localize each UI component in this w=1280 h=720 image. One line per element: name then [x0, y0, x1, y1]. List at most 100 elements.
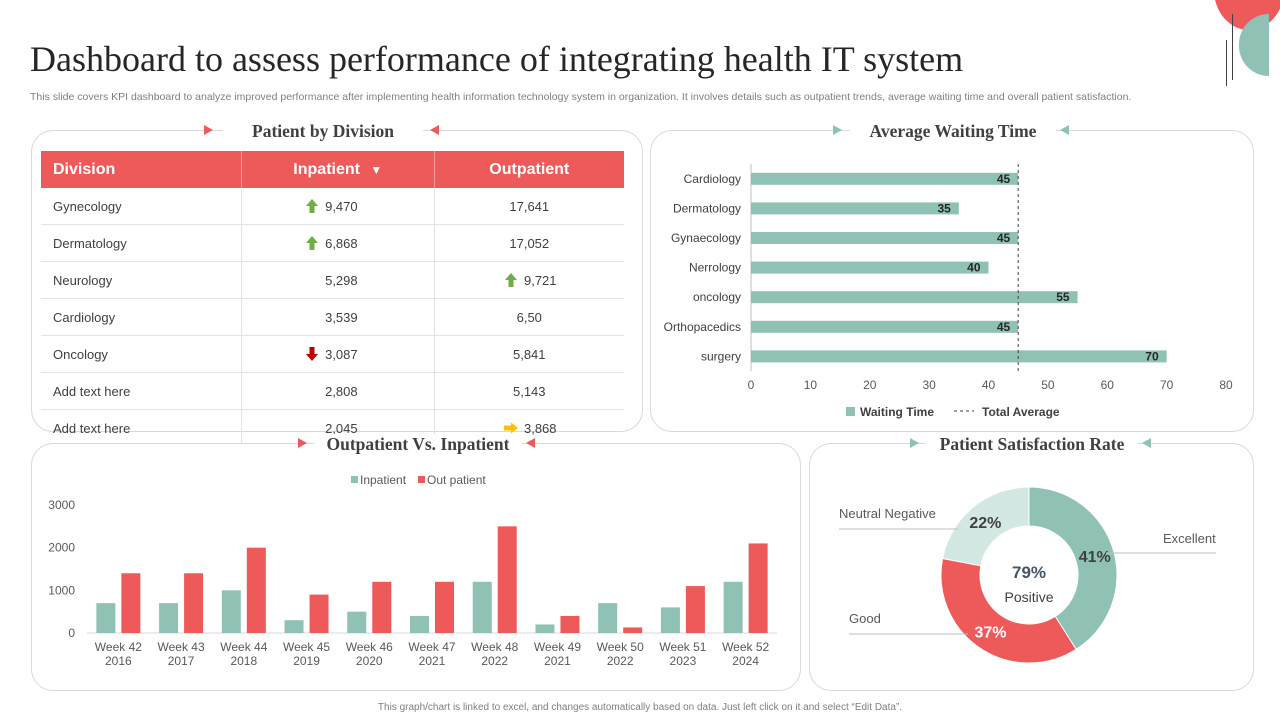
outpatient-bar: [246, 547, 266, 633]
x-tick-label: 2017: [168, 654, 195, 668]
slice-percent-label: 37%: [974, 625, 1006, 642]
outpatient-value: 5,841: [512, 346, 546, 362]
x-tick-label: 2020: [356, 654, 383, 668]
x-tick-label: Week 44: [220, 640, 267, 654]
category-label: Cardiology: [684, 172, 741, 186]
callout-label-good: Good: [849, 611, 881, 626]
inpatient-value: 2,045: [325, 420, 358, 436]
inpatient-value: 9,470: [325, 198, 358, 214]
x-tick-label: 2019: [293, 654, 320, 668]
outpatient-vs-inpatient-title: Outpatient Vs. Inpatient: [314, 434, 522, 455]
inpatient-bar: [723, 581, 743, 633]
sort-descending-icon[interactable]: ▼: [370, 162, 383, 177]
outpatient-bar: [560, 615, 580, 633]
waiting-bar: [751, 291, 1078, 304]
x-tick-label: Week 43: [158, 640, 205, 654]
division-cell: Add text here: [41, 409, 243, 446]
footer-note: This graph/chart is linked to excel, and…: [377, 702, 903, 713]
outpatient-value: 9,721: [523, 272, 557, 288]
x-tick-label: 60: [1101, 378, 1115, 392]
table-row[interactable]: Cardiology 3,539 6,50: [41, 298, 624, 336]
table-row[interactable]: Dermatology 6,868 17,052: [41, 224, 624, 262]
outpatient-bar: [435, 581, 454, 633]
category-label: Nerrology: [689, 261, 741, 275]
bar-data-label: 70: [1145, 349, 1159, 363]
category-label: Dermatology: [673, 201, 741, 215]
bar-data-label: 55: [1056, 290, 1070, 304]
column-header-division[interactable]: Division: [41, 151, 243, 188]
x-tick-label: Week 47: [408, 640, 455, 654]
bar-data-label: 45: [997, 172, 1011, 186]
patient-satisfaction-title: Patient Satisfaction Rate: [926, 434, 1138, 455]
outpatient-bar: [623, 627, 643, 633]
outpatient-cell: 17,052: [434, 224, 624, 262]
inpatient-value: 2,808: [325, 383, 358, 399]
division-cell: Add text here: [41, 372, 243, 410]
waiting-bar: [751, 350, 1167, 363]
outpatient-value: 17,641: [509, 198, 550, 214]
x-tick-label: 2023: [670, 654, 697, 668]
bar-data-label: 40: [967, 261, 981, 275]
division-cell: Neurology: [41, 261, 243, 299]
inpatient-bar: [221, 590, 241, 633]
inpatient-cell: 2,808: [241, 372, 435, 410]
satisfaction-donut-chart[interactable]: 41% 37% 22% 79% Positive Excellent Neutral Neg…: [810, 462, 1250, 684]
up-arrow-icon: [504, 273, 517, 287]
outpatient-bar: [685, 586, 705, 633]
callout-label-excellent: Excellent: [1163, 531, 1216, 546]
outpatient-value: 6,50: [516, 309, 542, 325]
waiting-bar: [751, 172, 1019, 185]
x-tick-label: Week 51: [659, 640, 706, 654]
outpatient-cell: 3,868: [434, 410, 624, 447]
column-header-outpatient[interactable]: Outpatient: [434, 151, 624, 188]
x-tick-label: Week 46: [346, 640, 393, 654]
y-tick-label: 0: [68, 626, 75, 640]
waiting-bar: [751, 202, 959, 215]
right-arrow-icon: [503, 422, 518, 434]
category-label: oncology: [693, 290, 741, 304]
donut-slice-excellent: [1028, 486, 1118, 650]
outpatient-bar: [121, 573, 141, 633]
page-subtitle: This slide covers KPI dashboard to analy…: [30, 91, 1132, 103]
legend-label-waiting-time: Waiting Time: [860, 405, 934, 419]
category-label: Gynaecology: [671, 231, 741, 245]
inpatient-bar: [159, 603, 179, 633]
division-table: Division Inpatient ▼ Outpatient Gynecolo…: [41, 151, 624, 446]
average-waiting-time-title: Average Waiting Time: [850, 121, 1056, 142]
inpatient-cell: 5,298: [241, 261, 435, 299]
inpatient-cell: 9,470: [241, 188, 435, 225]
x-tick-label: 80: [1219, 378, 1233, 392]
bar-data-label: 35: [937, 201, 951, 215]
legend-swatch-outpatient: [418, 476, 425, 483]
x-tick-label: Week 52: [722, 640, 769, 654]
inpatient-value: 6,868: [325, 235, 358, 251]
x-tick-label: 2022: [607, 654, 634, 668]
outpatient-cell: 6,50: [434, 298, 624, 336]
table-row[interactable]: Gynecology 9,470 17,641: [41, 188, 624, 225]
corner-decoration-line: [1226, 40, 1227, 86]
x-tick-label: 2016: [105, 654, 132, 668]
legend-swatch-waiting-time: [846, 407, 855, 416]
center-value: 79%: [1012, 563, 1046, 582]
page-title: Dashboard to assess performance of integ…: [30, 39, 964, 79]
bar-data-label: 45: [997, 231, 1011, 245]
waiting-time-chart[interactable]: Cardiology 45 Dermatology 35 Gynaecology 45 Ne…: [650, 150, 1250, 425]
table-row[interactable]: Oncology 3,087 5,841: [41, 335, 624, 373]
inpatient-bar: [410, 615, 429, 633]
inpatient-bar: [96, 603, 116, 633]
category-label: surgery: [701, 349, 741, 363]
down-arrow-icon: [306, 347, 319, 361]
inpatient-bar: [472, 581, 492, 633]
inpatient-value: 3,087: [325, 346, 358, 362]
column-header-inpatient[interactable]: Inpatient ▼: [241, 151, 435, 188]
table-row[interactable]: Neurology 5,298 9,721: [41, 261, 624, 299]
slice-percent-label: 41%: [1079, 549, 1111, 566]
inpatient-bar: [347, 611, 367, 633]
table-row[interactable]: Add text here 2,808 5,143: [41, 372, 624, 410]
outpatient-bar: [372, 581, 392, 633]
x-tick-label: 2024: [732, 654, 759, 668]
inpatient-value: 3,539: [325, 309, 358, 325]
y-tick-label: 3000: [48, 498, 75, 512]
x-tick-label: Week 45: [283, 640, 330, 654]
